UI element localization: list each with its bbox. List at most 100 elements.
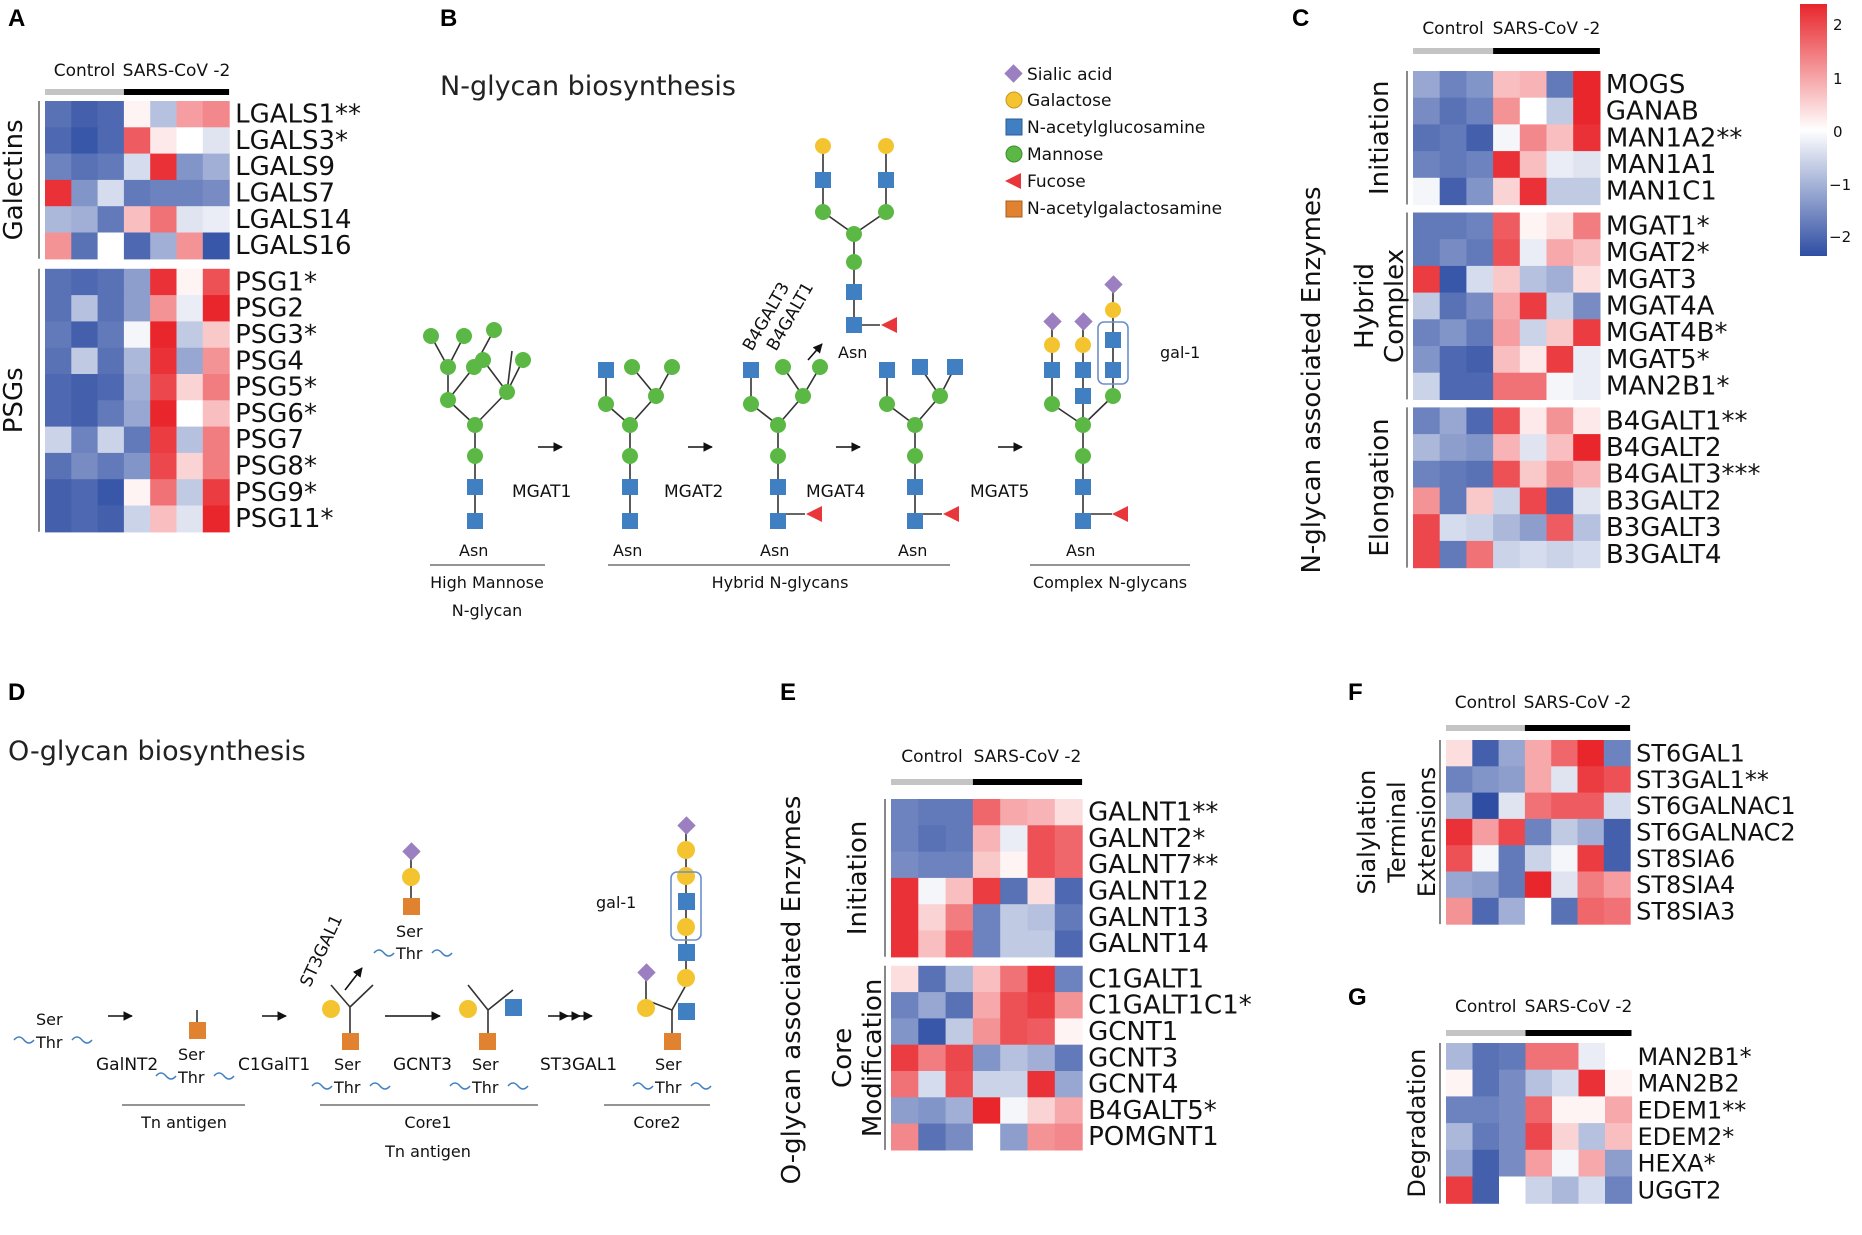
heatmap-cell <box>1552 1123 1580 1151</box>
heatmap-cell <box>176 101 204 128</box>
gene-label: PSG8* <box>235 451 317 481</box>
heatmap-cell <box>202 127 230 155</box>
heatmap-cell <box>123 400 151 428</box>
heatmap-cell <box>1027 1018 1056 1046</box>
heatmap-cell <box>918 825 947 853</box>
heatmap-cell <box>1000 930 1029 958</box>
heatmap-cell <box>918 799 947 826</box>
gene-label: PSG11* <box>235 504 333 534</box>
heatmap-cell <box>1499 1149 1527 1178</box>
heatmap-cell <box>1446 897 1473 925</box>
heatmap-cell <box>1519 407 1548 435</box>
heatmap-cell <box>1472 740 1500 767</box>
heatmap-cell <box>891 1018 919 1046</box>
heatmap-cell <box>1446 792 1473 820</box>
heatmap-cell <box>123 347 151 375</box>
heatmap-cell <box>1524 792 1552 820</box>
group-label: Core2 <box>633 1113 680 1132</box>
heatmap-cell <box>45 179 72 207</box>
heatmap-cell <box>1472 1149 1500 1178</box>
ser-label: Ser <box>472 1055 499 1074</box>
heatmap-cell <box>1573 124 1601 152</box>
heatmap-cell <box>1498 792 1526 820</box>
heatmap-cell <box>1493 265 1521 294</box>
heatmap-cell <box>1472 845 1500 873</box>
heatmap-cell <box>1573 487 1601 515</box>
heatmap-cell <box>123 101 151 128</box>
heatmap-cell <box>918 877 947 905</box>
gene-label: EDEM2* <box>1638 1123 1735 1151</box>
heatmap-cell <box>1519 460 1548 489</box>
heatmap-cell <box>1446 1043 1474 1071</box>
ser-label: Ser <box>655 1055 682 1074</box>
heatmap-cell <box>1493 212 1521 240</box>
group-label: Degradation <box>1403 1049 1431 1198</box>
circle-icon <box>1005 91 1023 109</box>
gene-label: LGALS1** <box>235 100 361 130</box>
heatmap-cell <box>71 127 99 155</box>
heatmap-cell <box>45 347 72 375</box>
colorbar-tick: 1 <box>1833 70 1843 88</box>
heatmap-cell <box>1524 766 1552 794</box>
heatmap-cell <box>1000 1018 1029 1046</box>
heatmap-cell <box>1466 319 1494 347</box>
heatmap-cell <box>1027 1071 1056 1098</box>
heatmap-cell <box>1605 1043 1633 1071</box>
heatmap-cell <box>123 505 151 533</box>
heatmap-cell <box>1027 904 1056 932</box>
heatmap-cell <box>1524 871 1552 899</box>
heatmap-cell <box>1493 460 1521 489</box>
condition-label: Control <box>1422 19 1483 39</box>
gene-label: B4GALT5* <box>1088 1096 1217 1126</box>
gene-label: GALNT1** <box>1088 798 1218 828</box>
heatmap-cell <box>1546 239 1574 267</box>
heatmap-cell <box>1413 212 1441 240</box>
gal-box-label: gal-1 <box>596 893 636 912</box>
heatmap-cell <box>1446 1123 1474 1151</box>
heatmap-cell <box>97 101 125 128</box>
glycan-structures <box>430 146 1114 520</box>
heatmap-cell <box>45 206 72 234</box>
heatmap-cell <box>1446 818 1473 846</box>
heatmap-cell <box>71 321 99 349</box>
heatmap-cell <box>1493 407 1521 435</box>
gene-label: ST8SIA3 <box>1636 897 1735 925</box>
heatmap-cell <box>202 321 230 349</box>
gene-label: LGALS16 <box>235 231 352 261</box>
heatmap-cell <box>1605 1123 1633 1151</box>
gene-label: GCNT3 <box>1088 1043 1178 1073</box>
gene-label: GALNT12 <box>1088 876 1209 906</box>
gal-box-label: gal-1 <box>1160 343 1200 362</box>
heatmap-cell <box>1498 871 1526 899</box>
heatmap-cell <box>1603 740 1631 767</box>
heatmap-cell <box>97 347 125 375</box>
heatmap-cell <box>1439 292 1467 320</box>
heatmap-e: Control SARS-CoV -2 GALNT1**GALNT2*GALNT7*… <box>828 747 1252 1152</box>
heatmap-cell <box>45 268 72 296</box>
heatmap-cell <box>71 347 99 375</box>
gene-label: C1GALT1C1* <box>1088 991 1252 1021</box>
heatmap-cell <box>1054 1123 1083 1151</box>
heatmap-cell <box>123 321 151 349</box>
heatmap-cell <box>1000 1097 1029 1125</box>
heatmap-cell <box>1439 124 1467 152</box>
heatmap-cell <box>1525 1096 1553 1124</box>
heatmap-cell <box>45 452 72 480</box>
heatmap-cell <box>97 479 125 507</box>
heatmap-cell <box>1603 818 1631 846</box>
heatmap-cell <box>1577 897 1605 925</box>
heatmap-cell <box>150 374 178 401</box>
group-label: Complex <box>1380 249 1410 363</box>
heatmap-cell <box>1578 1096 1606 1124</box>
gene-label: ST6GALNAC2 <box>1636 818 1796 846</box>
heatmap-cell <box>1573 177 1601 206</box>
heatmap-cell <box>45 127 72 155</box>
heatmap-cell <box>1519 212 1548 240</box>
axis-title-c: N-glycan associated Enzymes <box>1297 186 1327 573</box>
group-label: PSGs <box>0 367 29 433</box>
heatmap-cell <box>1413 460 1441 489</box>
heatmap-cell <box>1466 177 1494 206</box>
heatmap-cell <box>1546 151 1574 179</box>
heatmap-cell <box>1498 740 1526 767</box>
heatmap-cell <box>1000 799 1029 826</box>
